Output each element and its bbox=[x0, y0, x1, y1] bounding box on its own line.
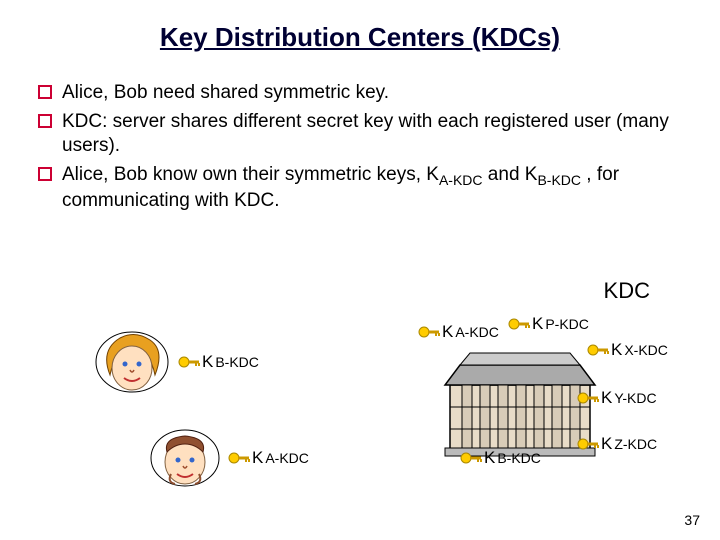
key-icon bbox=[178, 355, 200, 369]
key-sub: B-KDC bbox=[215, 354, 259, 370]
key-k: K bbox=[611, 340, 622, 360]
key-label-bob: KA-KDC bbox=[228, 448, 309, 468]
bullet-list: Alice, Bob need shared symmetric key. KD… bbox=[0, 53, 720, 214]
key-label-p: KP-KDC bbox=[508, 314, 589, 334]
key-sub: X-KDC bbox=[624, 342, 668, 358]
bullet-marker-icon bbox=[38, 167, 52, 181]
bullet-fragment: Alice, Bob know own their symmetric keys… bbox=[62, 164, 439, 185]
bullet-text: Alice, Bob need shared symmetric key. bbox=[62, 81, 682, 106]
key-icon bbox=[577, 437, 599, 451]
key-icon bbox=[508, 317, 530, 331]
key-icon bbox=[577, 391, 599, 405]
bullet-item: KDC: server shares different secret key … bbox=[38, 110, 682, 159]
key-icon bbox=[587, 343, 609, 357]
key-sub: Y-KDC bbox=[614, 390, 656, 406]
key-k: K bbox=[442, 322, 453, 342]
bob-icon bbox=[145, 420, 230, 495]
subscript: B-KDC bbox=[537, 172, 581, 188]
kdc-building-icon bbox=[440, 345, 600, 460]
key-k: K bbox=[532, 314, 543, 334]
key-icon bbox=[418, 325, 440, 339]
key-sub: Z-KDC bbox=[614, 436, 657, 452]
key-k: K bbox=[484, 448, 495, 468]
key-icon bbox=[460, 451, 482, 465]
key-k: K bbox=[601, 388, 612, 408]
key-label-alice: KB-KDC bbox=[178, 352, 259, 372]
key-k: K bbox=[202, 352, 213, 372]
key-sub: A-KDC bbox=[455, 324, 499, 340]
key-sub: P-KDC bbox=[545, 316, 589, 332]
bullet-text: KDC: server shares different secret key … bbox=[62, 110, 682, 159]
key-sub: A-KDC bbox=[265, 450, 309, 466]
page-number: 37 bbox=[684, 512, 700, 528]
alice-icon bbox=[90, 320, 180, 400]
bullet-item: Alice, Bob know own their symmetric keys… bbox=[38, 163, 682, 214]
slide-title: Key Distribution Centers (KDCs) bbox=[0, 0, 720, 53]
key-label-a: KA-KDC bbox=[418, 322, 499, 342]
bullet-marker-icon bbox=[38, 85, 52, 99]
key-k: K bbox=[252, 448, 263, 468]
key-label-b: KB-KDC bbox=[460, 448, 541, 468]
bullet-item: Alice, Bob need shared symmetric key. bbox=[38, 81, 682, 106]
key-label-z: KZ-KDC bbox=[577, 434, 657, 454]
kdc-heading: KDC bbox=[604, 278, 650, 304]
bullet-text: Alice, Bob know own their symmetric keys… bbox=[62, 163, 682, 214]
key-sub: B-KDC bbox=[497, 450, 541, 466]
bullet-marker-icon bbox=[38, 114, 52, 128]
bullet-fragment: and K bbox=[483, 164, 538, 185]
subscript: A-KDC bbox=[439, 172, 483, 188]
key-icon bbox=[228, 451, 250, 465]
key-k: K bbox=[601, 434, 612, 454]
key-label-x: KX-KDC bbox=[587, 340, 668, 360]
key-label-y: KY-KDC bbox=[577, 388, 657, 408]
